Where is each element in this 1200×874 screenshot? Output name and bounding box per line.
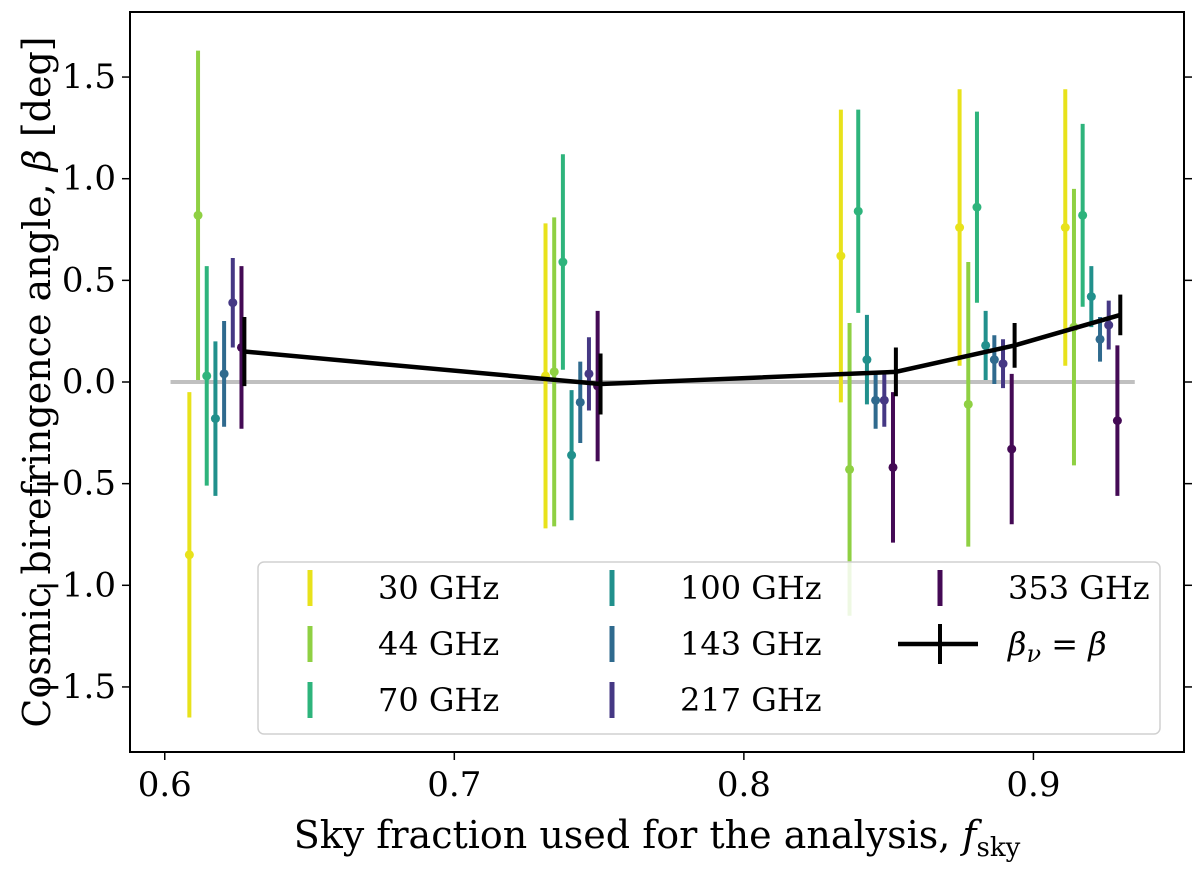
point-217-ghz: [998, 359, 1008, 369]
point-30-ghz: [184, 550, 194, 560]
point-100-ghz: [981, 340, 991, 350]
legend-label-353-ghz: 353 GHz: [1008, 569, 1150, 607]
x-tick-label: 0.9: [1006, 765, 1060, 805]
point-217-ghz: [584, 369, 594, 379]
point-353-ghz: [1112, 416, 1122, 426]
point-143-ghz: [1095, 334, 1105, 344]
point-100-ghz: [210, 414, 220, 424]
x-tick-label: 0.8: [717, 765, 771, 805]
point-30-ghz: [955, 222, 965, 232]
point-70-ghz: [558, 257, 568, 267]
point-44-ghz: [193, 210, 203, 220]
y-tick-label: −1.5: [33, 667, 116, 707]
data-layer: [184, 50, 1122, 718]
point-353-ghz: [1007, 444, 1017, 454]
combined-series-layer: [242, 294, 1123, 415]
point-100-ghz: [567, 450, 577, 460]
y-tick-label: 1.5: [62, 57, 116, 97]
legend-label-combined: βν = β: [1007, 625, 1107, 668]
y-tick-label: −0.5: [33, 464, 116, 504]
legend-box: [257, 561, 1161, 735]
legend-label-30-ghz: 30 GHz: [378, 569, 499, 607]
point-70-ghz: [202, 371, 212, 381]
point-143-ghz: [575, 397, 585, 407]
legend-label-combined-rest: = β: [1041, 625, 1107, 663]
point-70-ghz: [972, 202, 982, 212]
axis-ticks: 0.6 0.7 0.8 0.9 −1.5 −1.0 −0.5 0.0 0.5 1.0 1.5: [33, 57, 1192, 805]
legend-items: 30 GHz 44 GHz 70 GHz 100 GHz 143 GHz 217 GHz 3…: [307, 569, 1150, 719]
y-tick-label: −1.0: [33, 565, 116, 605]
point-143-ghz: [871, 395, 881, 405]
combined-beta-line: [244, 312, 1121, 387]
legend-label-combined-main: β: [1007, 625, 1027, 663]
legend-label-100-ghz: 100 GHz: [680, 569, 822, 607]
y-tick-label: 1.0: [62, 159, 116, 199]
point-217-ghz: [879, 395, 889, 405]
x-tick-label: 0.7: [427, 765, 481, 805]
y-tick-label: 0.0: [62, 362, 116, 402]
legend-label-combined-sub: ν: [1027, 640, 1042, 668]
point-143-ghz: [989, 355, 999, 365]
point-70-ghz: [853, 206, 863, 216]
point-100-ghz: [1086, 292, 1096, 302]
point-217-ghz: [1104, 320, 1114, 330]
legend-label-143-ghz: 143 GHz: [680, 625, 822, 663]
point-143-ghz: [219, 369, 229, 379]
legend-label-44-ghz: 44 GHz: [378, 625, 499, 663]
legend: 30 GHz 44 GHz 70 GHz 100 GHz 143 GHz 217 GHz 3…: [257, 561, 1161, 735]
point-100-ghz: [862, 355, 872, 365]
point-353-ghz: [888, 462, 898, 472]
point-44-ghz: [549, 367, 559, 377]
legend-label-217-ghz: 217 GHz: [680, 681, 822, 719]
point-217-ghz: [228, 298, 238, 308]
point-44-ghz: [963, 399, 973, 409]
legend-label-70-ghz: 70 GHz: [378, 681, 499, 719]
point-70-ghz: [1078, 210, 1088, 220]
point-44-ghz: [845, 464, 855, 474]
point-30-ghz: [836, 251, 846, 261]
x-axis-label: Sky fraction used for the analysis, fsky: [294, 813, 1021, 863]
point-30-ghz: [1060, 222, 1070, 232]
y-tick-label: 0.5: [62, 260, 116, 300]
x-tick-label: 0.6: [138, 765, 192, 805]
y-axis-label: Cosmic birefringence angle, β [deg]: [15, 36, 59, 727]
